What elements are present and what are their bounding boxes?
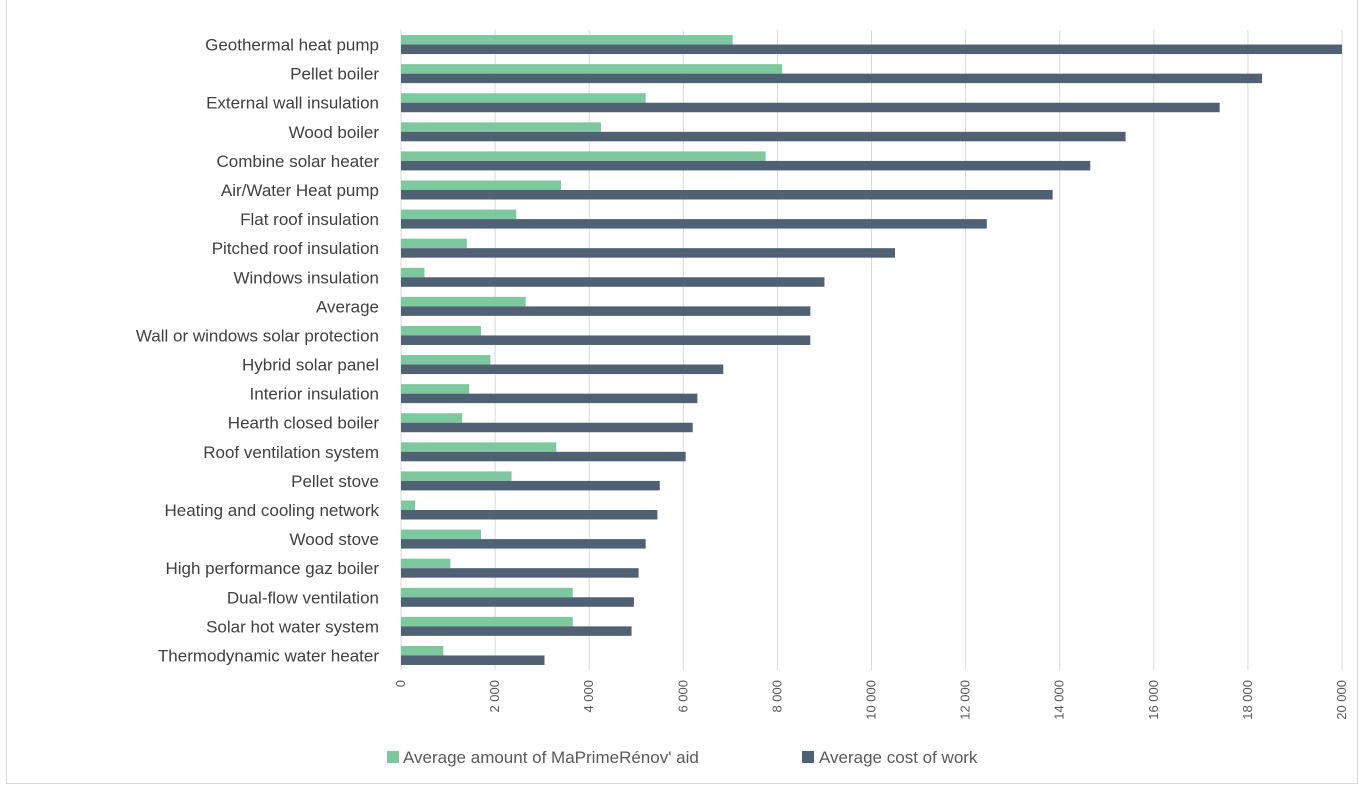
category-label: High performance gaz boiler (165, 559, 379, 578)
legend: Average amount of MaPrimeRénov' aid Aver… (387, 748, 978, 767)
x-tick-label: 0 (393, 680, 408, 687)
bar-cost (401, 539, 646, 549)
bar-cost (401, 102, 1220, 113)
bar-cost (401, 597, 634, 607)
legend-label-cost: Average cost of work (819, 748, 978, 767)
bar-aid (401, 151, 766, 161)
category-label: Heating and cooling network (164, 501, 379, 520)
bar-aid (401, 471, 512, 481)
bar-aid (401, 355, 491, 365)
x-tick-label: 20 000 (1334, 680, 1349, 720)
bar-aid (401, 122, 601, 132)
bar-cost (401, 568, 639, 578)
category-label: Solar hot water system (206, 617, 379, 636)
bar-aid (401, 296, 526, 307)
category-label: Pellet boiler (290, 65, 379, 84)
bar-cost (401, 131, 1126, 142)
x-tick-label: 12 000 (958, 680, 973, 720)
bar-aid (401, 413, 463, 423)
bar-aid (401, 93, 646, 103)
category-label: Wood stove (290, 530, 379, 549)
bar-cost (401, 422, 693, 433)
bar-cost (401, 480, 660, 491)
bar-cost (401, 44, 1342, 55)
x-tick-label: 14 000 (1052, 680, 1067, 720)
bar-cost (401, 160, 1091, 171)
category-label: Flat roof insulation (240, 210, 379, 229)
category-label: Combine solar heater (216, 152, 379, 171)
bar-cost (401, 510, 658, 520)
bar-aid (401, 645, 444, 656)
bar-cost (401, 73, 1263, 84)
category-label: Windows insulation (233, 268, 379, 287)
bar-cost (401, 655, 545, 665)
x-tick-label: 8 000 (769, 680, 784, 713)
bar-aid (401, 35, 733, 45)
category-label: Roof ventilation system (203, 443, 379, 462)
x-tick-label: 6 000 (675, 680, 690, 713)
category-label: Hybrid solar panel (242, 356, 379, 375)
category-label: Pellet stove (291, 472, 379, 491)
category-label: Geothermal heat pump (205, 36, 379, 55)
bar-aid (401, 529, 481, 540)
bar-cost (401, 248, 896, 258)
category-label: Thermodynamic water heater (158, 646, 379, 665)
x-tick-label: 10 000 (864, 680, 879, 720)
category-label: Dual-flow ventilation (227, 588, 379, 607)
category-label: Wall or windows solar protection (136, 326, 379, 345)
legend-label-aid: Average amount of MaPrimeRénov' aid (403, 748, 699, 767)
category-label: Air/Water Heat pump (221, 181, 379, 200)
bar-aid (401, 558, 451, 569)
x-tick-label: 16 000 (1146, 680, 1161, 720)
bar-cost (401, 364, 724, 375)
bar-aid (401, 587, 573, 598)
bar-cost (401, 626, 632, 636)
bar-aid (401, 180, 561, 190)
bar-cost (401, 219, 987, 229)
bar-aid (401, 64, 783, 74)
bar-aid (401, 500, 416, 510)
bar-aid (401, 442, 557, 452)
bar-aid (401, 616, 573, 627)
chart-frame (6, 0, 1358, 784)
category-label: Hearth closed boiler (228, 414, 380, 433)
category-label: Interior insulation (250, 385, 379, 404)
bar-cost (401, 393, 698, 404)
x-tick-label: 4 000 (581, 680, 596, 713)
category-label: Pitched roof insulation (212, 239, 379, 258)
legend-swatch-aid (387, 751, 399, 763)
category-label: Average (316, 297, 379, 316)
bar-aid (401, 267, 425, 278)
bar-aid (401, 384, 470, 394)
x-tick-label: 18 000 (1240, 680, 1255, 720)
bar-cost (401, 190, 1053, 200)
bar-cost (401, 335, 811, 345)
category-label: Wood boiler (289, 123, 380, 142)
bars-layer (401, 35, 1342, 665)
x-tick-label: 2 000 (487, 680, 502, 713)
bar-aid (401, 325, 481, 336)
bar-aid (401, 238, 467, 249)
bar-cost (401, 451, 686, 462)
category-labels: Geothermal heat pump Pellet boiler Externa… (136, 36, 380, 666)
bar-cost (401, 306, 811, 316)
legend-swatch-cost (802, 751, 814, 763)
bar-aid (401, 209, 517, 220)
bar-cost (401, 277, 825, 287)
x-tick-labels: 0 2 000 4 000 6 000 8 000 10 000 12 000 14 000 1… (393, 680, 1349, 720)
category-label: External wall insulation (206, 94, 379, 113)
